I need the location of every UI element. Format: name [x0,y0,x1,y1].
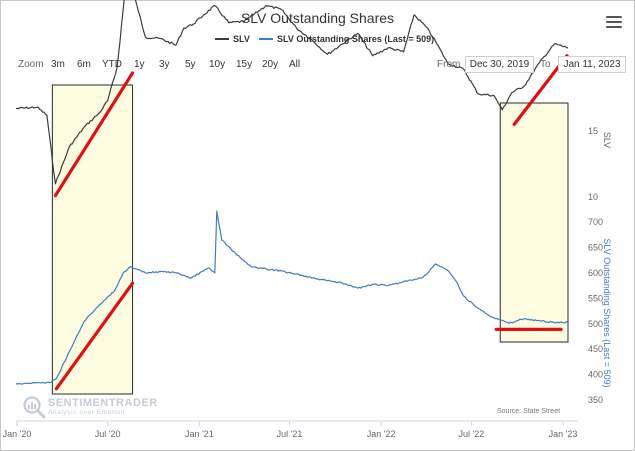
x-tick-label: Jan '21 [185,429,214,439]
zoom-label: Zoom [18,59,44,70]
y-right-tick-label: 450 [588,344,603,354]
y-right-tick-label: 350 [588,395,603,405]
x-tick-label: Jan '23 [549,429,578,439]
shaded-period-1 [51,84,134,395]
x-tick-label: Jan '20 [3,429,32,439]
y-right-tick-label: 700 [588,217,603,227]
x-tick-label: Jan '22 [367,429,396,439]
range-to-label: To [540,59,551,70]
zoom-button-3y[interactable]: 3y [159,59,170,70]
sentimentrader-logo-icon [22,395,46,419]
hamburger-menu-icon[interactable] [606,16,622,30]
y-left-tick-label: 15 [588,126,598,136]
range-from-input[interactable]: Dec 30, 2019 [465,56,534,73]
range-to-input[interactable]: Jan 11, 2023 [558,56,626,73]
x-tick-label: Jul '20 [95,429,121,439]
y-right-tick-label: 400 [588,370,603,380]
zoom-button-6m[interactable]: 6m [77,59,91,70]
trend-line-1 [53,71,135,198]
y-right-axis-title: SLV Outstanding Shares (Last = 509) [602,238,612,387]
source-note: Source: State Street [497,408,561,415]
watermark-tagline: Analysis over Emotion [48,409,125,416]
y-right-tick-label: 600 [588,268,603,278]
y-right-tick-label: 500 [588,319,603,329]
legend-swatch-slv [215,38,229,40]
zoom-button-15y[interactable]: 15y [236,59,253,70]
x-tick-label: Jul '22 [458,429,484,439]
zoom-button-5y[interactable]: 5y [185,59,196,70]
zoom-button-20y[interactable]: 20y [262,59,279,70]
zoom-button-ytd[interactable]: YTD [102,59,122,70]
legend-item-slv[interactable]: SLV [215,34,250,44]
x-tick-label: Jul '21 [277,429,303,439]
series-line-slv [15,0,569,185]
zoom-button-1y[interactable]: 1y [134,59,145,70]
y-left-tick-label: 10 [588,192,598,202]
shaded-period-2 [499,102,569,343]
trend-line-3 [54,281,135,391]
watermark-name: SENTIMENTRADER [48,397,158,409]
zoom-button-3m[interactable]: 3m [51,59,65,70]
legend-label-outstanding-shares: SLV Outstanding Shares (Last = 509) [277,34,435,44]
y-right-tick-label: 650 [588,243,603,253]
legend-swatch-outstanding-shares [259,38,273,40]
chart-title: SLV Outstanding Shares [240,10,395,26]
series-line-outstanding-shares [15,210,569,385]
y-left-axis-title: SLV [602,132,612,148]
y-right-tick-label: 550 [588,293,603,303]
zoom-button-all[interactable]: All [289,59,301,70]
legend-label-slv: SLV [233,34,250,44]
range-from-label: From [437,59,461,70]
zoom-button-10y[interactable]: 10y [209,59,226,70]
legend-item-outstanding-shares[interactable]: SLV Outstanding Shares (Last = 509) [259,34,434,44]
